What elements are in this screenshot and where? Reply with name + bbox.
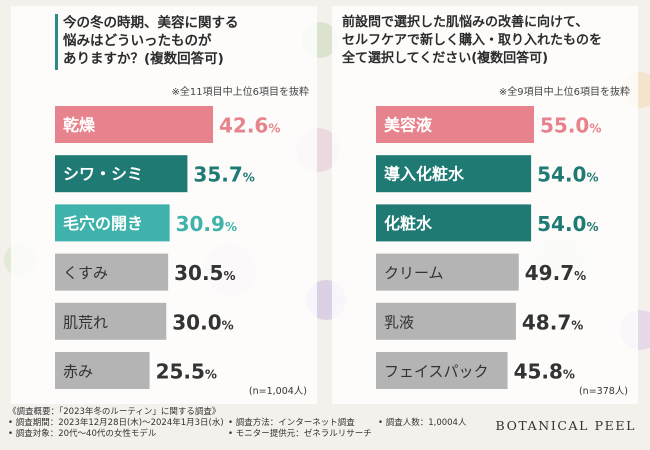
left-chart-panel: 今の冬の時期、美容に関する 悩みはどういったものが ありますか？(複数回答可) … <box>11 6 317 404</box>
survey-target: • 調査対象：20代～40代の女性モデル <box>8 429 157 439</box>
right-chart-panel: 前設問で選択した肌悩みの改善に向けて、 セルフケアで新しく購入・取り入れたものを… <box>332 6 638 404</box>
survey-overview: 《調査概要：「2023年冬のルーティン」に関する調査》 <box>8 407 221 417</box>
value-label: 30.9% <box>176 212 237 236</box>
bar-2 <box>55 204 170 242</box>
survey-method: • 調査方法：インターネット調査 <box>228 418 355 428</box>
value-label: 35.7% <box>193 163 254 187</box>
right-sample-size: (n=378人) <box>578 386 628 397</box>
bar-5 <box>376 352 508 389</box>
value-label: 45.8% <box>514 360 575 384</box>
survey-people: • 調査人数：1,0004人 <box>378 418 467 428</box>
category-label: 導入化粧水 <box>384 165 465 184</box>
value-unit: % <box>589 122 601 136</box>
value-unit: % <box>243 171 255 185</box>
category-label: クリーム <box>384 264 444 282</box>
value-label: 30.5% <box>174 261 235 285</box>
left-chart-note: ※全11項目中上位6項目を抜粋 <box>171 87 309 98</box>
bar-5 <box>55 352 150 389</box>
value-unit: % <box>586 220 598 234</box>
category-label: 赤み <box>63 363 93 381</box>
value-unit: % <box>268 122 280 136</box>
category-label: フェイスパック <box>384 363 489 381</box>
right-chart-note: ※全9項目中上位6項目を抜粋 <box>498 87 630 98</box>
bar-3 <box>55 253 169 291</box>
category-label: 美容液 <box>384 116 433 135</box>
bar-0 <box>376 106 534 143</box>
category-label: 毛穴の開き <box>63 214 143 233</box>
category-label: シワ・シミ <box>63 165 143 184</box>
bar-4 <box>55 302 167 340</box>
bar-3 <box>376 253 519 291</box>
bar-1 <box>55 155 188 193</box>
category-label: くすみ <box>63 264 108 282</box>
category-label: 乾燥 <box>63 116 96 135</box>
survey-footer: 《調査概要：「2023年冬のルーティン」に関する調査》 • 調査期間：2023年… <box>8 407 478 440</box>
survey-provider: • モニター提供元：ゼネラルリサーチ <box>228 429 372 439</box>
value-unit: % <box>586 171 598 185</box>
value-label: 42.6% <box>219 114 280 138</box>
value-unit: % <box>222 318 234 332</box>
category-label: 乳液 <box>384 313 414 331</box>
value-unit: % <box>571 318 583 332</box>
value-label: 49.7% <box>525 261 586 285</box>
value-unit: % <box>574 269 586 283</box>
category-label: 化粧水 <box>384 214 433 233</box>
value-label: 54.0% <box>537 212 598 236</box>
category-label: 肌荒れ <box>63 313 108 331</box>
right-question-title: 前設問で選択した肌悩みの改善に向けて、 セルフケアで新しく購入・取り入れたものを… <box>342 15 603 66</box>
survey-period: • 調査期間：2023年12月28日(木)～2024年1月3日(水) <box>8 418 224 428</box>
value-unit: % <box>223 269 235 283</box>
bar-4 <box>376 302 516 340</box>
brand-logo: BOTANICAL PEEL <box>495 418 636 433</box>
left-sample-size: (n=1,004人) <box>248 386 307 397</box>
value-label: 30.0% <box>172 310 233 334</box>
value-label: 25.5% <box>156 360 217 384</box>
left-question-title: 今の冬の時期、美容に関する 悩みはどういったものが ありますか？(複数回答可) <box>63 15 239 67</box>
right-bar-chart: 美容液 55.0% 導入化粧水 54.0% 化粧水 54.0% クリーム 49.7% 乳液 48.… <box>376 106 601 389</box>
value-unit: % <box>205 368 217 382</box>
value-unit: % <box>225 220 237 234</box>
bar-2 <box>376 204 532 242</box>
left-bar-chart: 乾燥 42.6% シワ・シミ 35.7% 毛穴の開き 30.9% くすみ 30.5% 肌荒れ 30… <box>55 106 280 389</box>
value-label: 55.0% <box>540 114 601 138</box>
value-label: 48.7% <box>522 310 583 334</box>
value-unit: % <box>563 368 575 382</box>
value-label: 54.0% <box>537 163 598 187</box>
bar-1 <box>376 155 532 193</box>
question-accent-bar <box>55 14 58 70</box>
bar-0 <box>55 106 213 143</box>
